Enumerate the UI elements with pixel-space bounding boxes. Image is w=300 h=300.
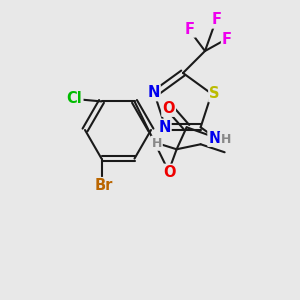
Text: S: S [209, 86, 220, 101]
Text: Br: Br [94, 178, 113, 193]
Text: Cl: Cl [67, 91, 82, 106]
Text: O: O [162, 101, 175, 116]
Text: N: N [208, 131, 221, 146]
Text: H: H [220, 133, 231, 146]
Text: F: F [185, 22, 195, 37]
Text: F: F [222, 32, 232, 47]
Text: F: F [212, 13, 222, 28]
Text: O: O [164, 165, 176, 180]
Text: H: H [152, 137, 162, 150]
Text: N: N [158, 120, 171, 135]
Text: N: N [147, 85, 160, 100]
